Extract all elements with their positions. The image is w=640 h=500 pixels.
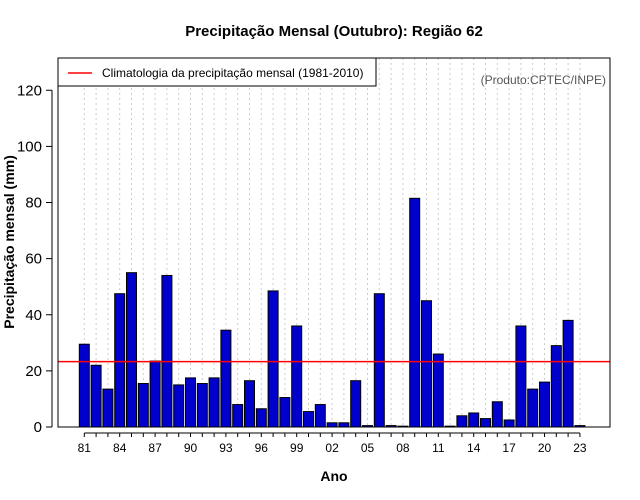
x-tick-label-05: 05: [361, 441, 375, 455]
x-tick-label-11: 11: [432, 441, 445, 455]
bar-2018: [515, 325, 527, 428]
x-tick-label-96: 96: [255, 441, 269, 455]
bar-2011: [432, 353, 444, 428]
bar-1991: [196, 383, 208, 428]
bar-2014: [468, 412, 480, 428]
bar-1997: [267, 290, 279, 428]
bar-2009: [409, 197, 421, 428]
x-axis: 81 84 87 90 93 96 99 02 05 08 11 14 17 20 23: [78, 432, 587, 455]
x-axis-label: Ano: [320, 468, 347, 484]
x-tick-label-14: 14: [467, 441, 481, 455]
bar-2016: [491, 401, 503, 428]
bar-1996: [255, 408, 267, 428]
y-axis-label: Precipitação mensal (mm): [1, 155, 17, 329]
bar-1987: [149, 360, 161, 428]
bar-1983: [102, 388, 114, 428]
x-tick-label-87: 87: [148, 441, 162, 455]
y-tick-label-0: 0: [34, 419, 42, 436]
bar-1985: [126, 272, 137, 428]
bar-1981: [78, 343, 90, 428]
x-tick-label-93: 93: [219, 441, 233, 455]
plot-frame: [57, 57, 611, 428]
y-tick-label-40: 40: [25, 307, 42, 324]
bar-2019: [527, 388, 539, 428]
y-axis: 0 20 40 60 80 100 120: [17, 82, 53, 436]
bars: [78, 197, 586, 428]
bar-1989: [173, 384, 185, 428]
bar-2020: [539, 381, 550, 428]
x-tick-label-08: 08: [396, 441, 410, 455]
bar-1990: [185, 377, 196, 428]
bar-1982: [90, 364, 102, 428]
x-tick-label-90: 90: [184, 441, 198, 455]
bar-2013: [456, 415, 468, 428]
grid-lines: [83, 58, 581, 427]
bar-2015: [480, 418, 491, 428]
x-tick-label-23: 23: [573, 441, 587, 455]
y-tick-label-80: 80: [25, 195, 42, 212]
bar-1992: [208, 377, 220, 428]
legend-box: [57, 57, 377, 87]
x-tick-label-20: 20: [538, 441, 552, 455]
legend: Climatologia da precipitação mensal (198…: [57, 57, 377, 87]
bar-1988: [161, 274, 173, 428]
y-tick-label-20: 20: [25, 363, 42, 380]
chart-title: Precipitação Mensal (Outubro): Região 62: [185, 23, 483, 40]
bar-1993: [220, 329, 232, 428]
bar-2017: [503, 419, 515, 428]
x-tick-label-84: 84: [113, 441, 127, 455]
x-tick-label-99: 99: [290, 441, 304, 455]
y-tick-label-60: 60: [25, 251, 42, 268]
bar-2004: [350, 380, 362, 428]
bar-1984: [114, 293, 126, 428]
bar-1995: [244, 380, 255, 428]
bar-2006: [373, 293, 385, 428]
bar-2002: [326, 422, 338, 428]
x-tick-label-02: 02: [325, 441, 339, 455]
y-tick-label-120: 120: [17, 82, 42, 99]
bar-2010: [421, 300, 432, 428]
y-tick-label-100: 100: [17, 138, 42, 155]
bar-1986: [137, 383, 149, 428]
bar-2000: [303, 411, 314, 428]
source-annotation: (Produto:CPTEC/INPE): [481, 73, 606, 87]
legend-label: Climatologia da precipitação mensal (198…: [102, 66, 363, 80]
x-tick-label-81: 81: [78, 441, 92, 455]
bar-1999: [291, 325, 303, 428]
bar-2001: [314, 404, 326, 428]
bar-2022: [562, 319, 574, 428]
bar-1994: [232, 404, 244, 428]
bar-2021: [550, 345, 562, 428]
bar-2003: [338, 422, 350, 428]
bar-1998: [279, 397, 291, 428]
x-tick-label-17: 17: [502, 441, 516, 455]
